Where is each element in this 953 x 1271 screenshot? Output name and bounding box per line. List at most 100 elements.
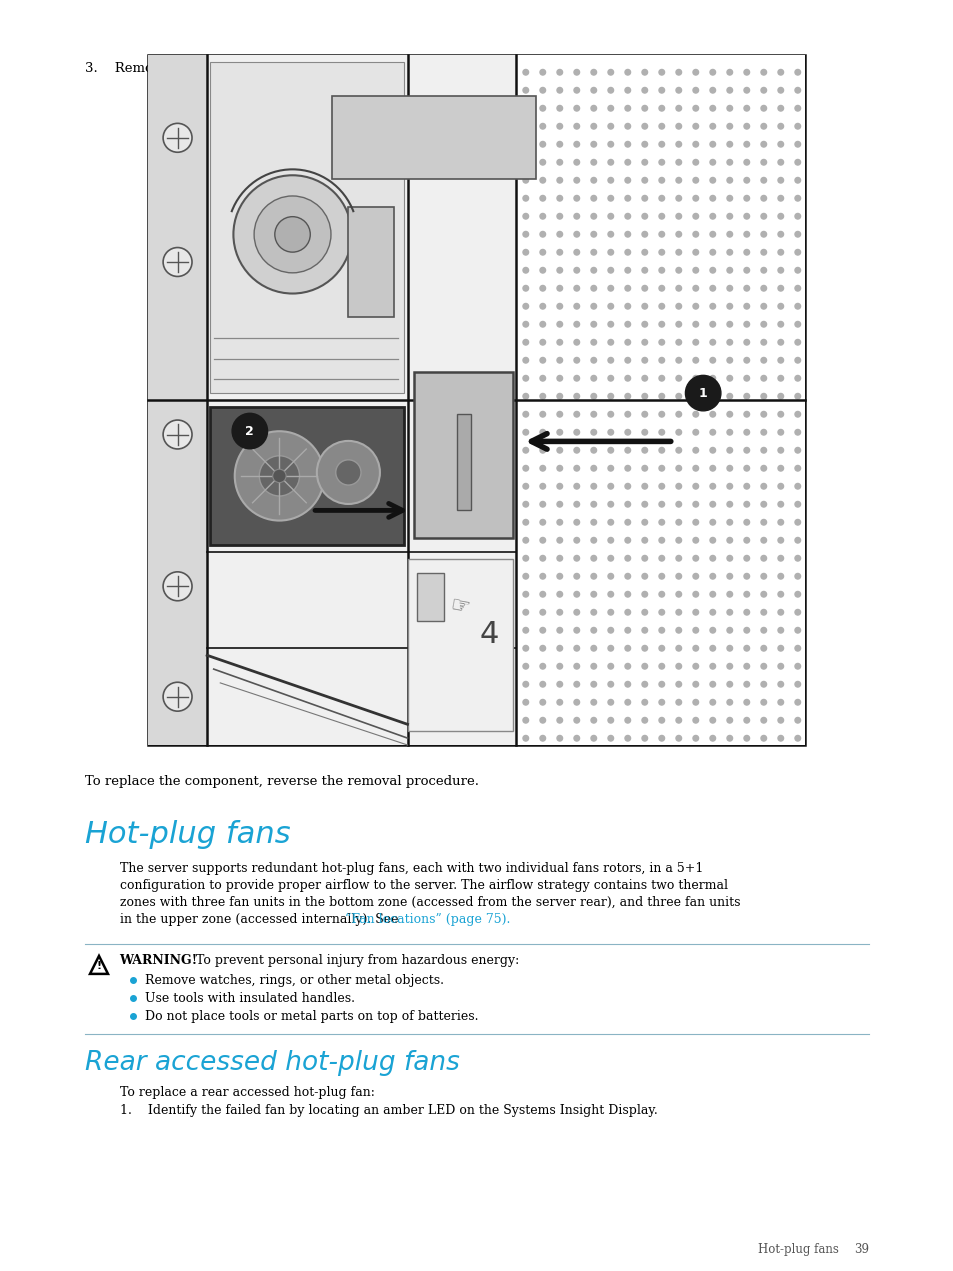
Circle shape (641, 483, 647, 489)
Circle shape (274, 216, 310, 252)
Circle shape (590, 628, 596, 633)
Circle shape (607, 141, 613, 147)
Circle shape (743, 681, 749, 688)
Circle shape (539, 628, 545, 633)
Circle shape (574, 159, 579, 165)
Circle shape (794, 214, 800, 219)
Circle shape (574, 663, 579, 669)
Circle shape (709, 573, 715, 580)
Circle shape (777, 699, 782, 705)
Circle shape (760, 70, 766, 75)
Circle shape (676, 375, 680, 381)
Circle shape (726, 502, 732, 507)
Circle shape (777, 610, 782, 615)
Circle shape (557, 555, 562, 561)
Circle shape (794, 555, 800, 561)
Circle shape (692, 681, 698, 688)
Circle shape (777, 249, 782, 255)
Circle shape (574, 538, 579, 543)
Circle shape (641, 105, 647, 111)
Circle shape (794, 610, 800, 615)
Circle shape (590, 339, 596, 344)
Circle shape (726, 465, 732, 472)
Circle shape (522, 231, 528, 238)
Circle shape (522, 736, 528, 741)
Circle shape (709, 699, 715, 705)
Circle shape (522, 502, 528, 507)
Circle shape (659, 573, 664, 580)
Circle shape (692, 286, 698, 291)
Bar (148, 55, 207, 745)
Circle shape (641, 628, 647, 633)
Circle shape (539, 663, 545, 669)
Circle shape (777, 591, 782, 597)
Circle shape (539, 502, 545, 507)
Circle shape (539, 394, 545, 399)
Circle shape (641, 394, 647, 399)
Circle shape (659, 357, 664, 364)
Circle shape (692, 555, 698, 561)
Circle shape (557, 267, 562, 273)
Circle shape (539, 322, 545, 327)
Circle shape (574, 646, 579, 651)
Circle shape (726, 231, 732, 238)
Circle shape (777, 214, 782, 219)
Circle shape (676, 231, 680, 238)
Circle shape (590, 646, 596, 651)
Circle shape (607, 196, 613, 201)
Circle shape (743, 196, 749, 201)
Circle shape (624, 88, 630, 93)
Circle shape (574, 483, 579, 489)
Circle shape (684, 375, 720, 411)
Circle shape (743, 214, 749, 219)
Circle shape (641, 447, 647, 452)
Circle shape (607, 483, 613, 489)
Circle shape (574, 214, 579, 219)
Circle shape (522, 196, 528, 201)
Circle shape (590, 520, 596, 525)
Circle shape (539, 736, 545, 741)
Circle shape (522, 141, 528, 147)
Circle shape (522, 412, 528, 417)
Circle shape (641, 88, 647, 93)
Circle shape (692, 520, 698, 525)
Circle shape (743, 141, 749, 147)
Circle shape (522, 123, 528, 130)
Circle shape (659, 610, 664, 615)
Circle shape (760, 628, 766, 633)
Circle shape (607, 591, 613, 597)
Circle shape (574, 357, 579, 364)
Circle shape (709, 502, 715, 507)
Circle shape (676, 88, 680, 93)
Circle shape (522, 483, 528, 489)
Circle shape (539, 286, 545, 291)
Text: Remove watches, rings, or other metal objects.: Remove watches, rings, or other metal ob… (145, 974, 443, 988)
Circle shape (760, 610, 766, 615)
Circle shape (522, 375, 528, 381)
Circle shape (607, 375, 613, 381)
Bar (414, 372, 512, 538)
Circle shape (624, 196, 630, 201)
Circle shape (743, 339, 749, 344)
Circle shape (539, 70, 545, 75)
Circle shape (557, 196, 562, 201)
Circle shape (777, 339, 782, 344)
Circle shape (574, 249, 579, 255)
Circle shape (624, 502, 630, 507)
Circle shape (641, 231, 647, 238)
Circle shape (522, 286, 528, 291)
Circle shape (692, 699, 698, 705)
Circle shape (607, 159, 613, 165)
Circle shape (692, 70, 698, 75)
Circle shape (557, 339, 562, 344)
Circle shape (522, 178, 528, 183)
Circle shape (692, 447, 698, 452)
Circle shape (760, 699, 766, 705)
Circle shape (777, 267, 782, 273)
Bar (211, 407, 404, 545)
Circle shape (743, 357, 749, 364)
Circle shape (590, 322, 596, 327)
Circle shape (590, 412, 596, 417)
Circle shape (659, 304, 664, 309)
Text: ☞: ☞ (448, 595, 471, 619)
